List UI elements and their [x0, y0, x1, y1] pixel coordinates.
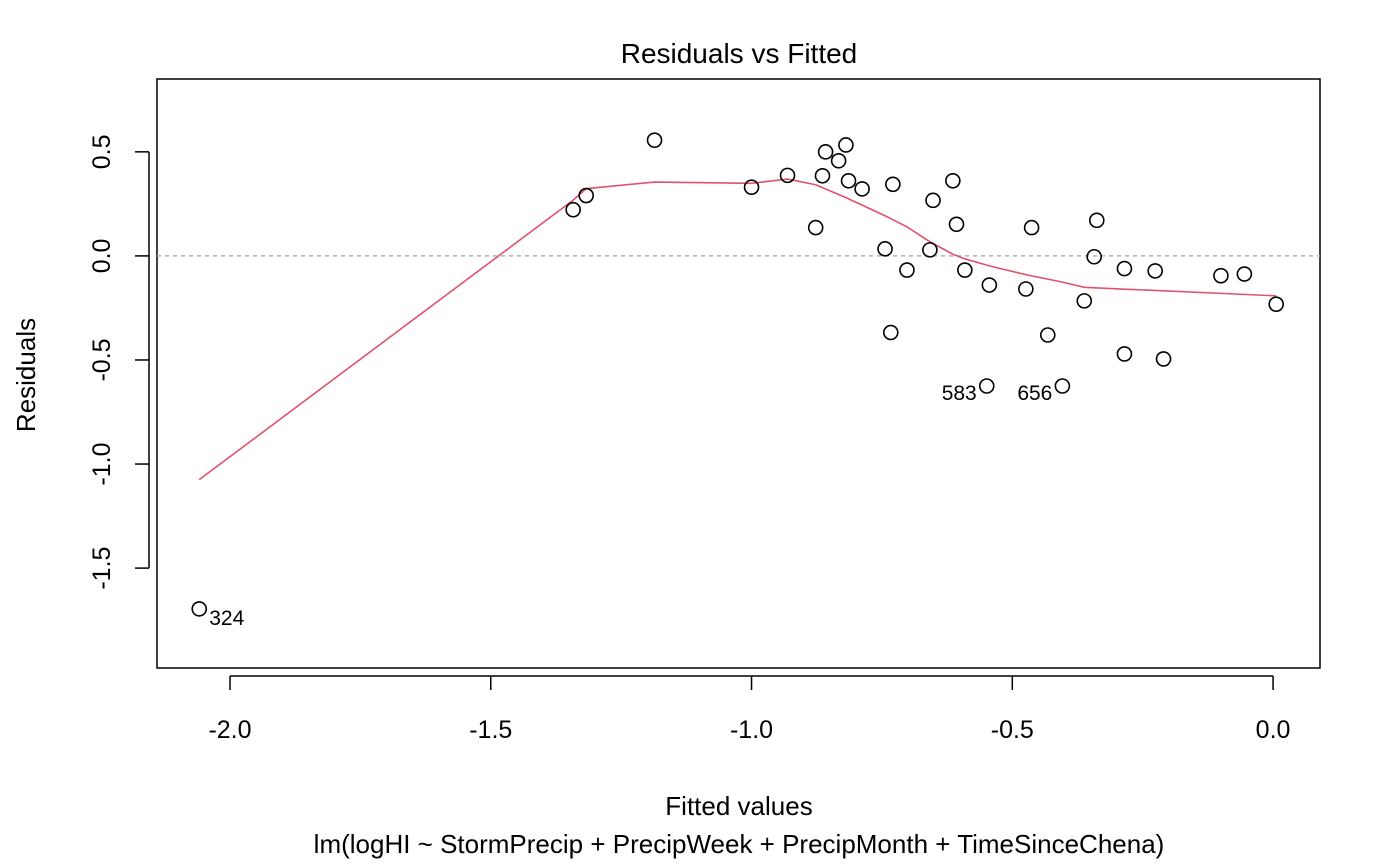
data-point — [922, 242, 938, 258]
point-label: 656 — [1017, 382, 1052, 405]
data-point — [981, 277, 998, 293]
data-point — [854, 181, 870, 197]
data-point — [885, 176, 901, 193]
data-point — [1076, 293, 1093, 309]
model-formula-subtitle: lm(logHI ~ StormPrecip + PrecipWeek + Pr… — [314, 829, 1165, 859]
data-point — [1236, 266, 1253, 282]
y-tick-label: 0.0 — [88, 239, 116, 274]
point-label: 583 — [942, 382, 977, 405]
x-tick-label: -1.5 — [469, 716, 512, 744]
smooth-trend-line — [198, 178, 1277, 481]
data-point — [948, 216, 965, 233]
data-point — [817, 144, 834, 160]
data-point — [779, 167, 796, 184]
data-point — [899, 262, 915, 278]
data-point — [814, 167, 831, 184]
data-point — [646, 132, 663, 148]
data-point — [1116, 260, 1133, 277]
x-tick-label: -1.0 — [730, 716, 773, 744]
data-point — [1147, 263, 1163, 279]
data-point — [1155, 351, 1172, 367]
data-point — [1039, 327, 1056, 343]
data-point — [1268, 296, 1284, 312]
y-axis-label: Residuals — [11, 318, 41, 432]
data-point — [743, 179, 760, 196]
data-point — [1088, 212, 1105, 229]
data-point — [1116, 346, 1133, 362]
data-point — [807, 219, 824, 236]
y-tick-label: 0.5 — [88, 134, 116, 169]
data-point — [1054, 378, 1071, 394]
x-axis: -2.0 -1.5 -1.0 -0.5 0.0 — [208, 675, 1291, 744]
data-point — [838, 137, 854, 153]
data-point — [191, 601, 208, 617]
x-tick-label: 0.0 — [1256, 716, 1291, 744]
data-point — [1213, 267, 1229, 284]
chart-title: Residuals vs Fitted — [621, 38, 858, 69]
data-point — [925, 192, 941, 209]
data-points — [191, 132, 1284, 617]
data-point — [1086, 248, 1102, 265]
point-label: 324 — [209, 607, 244, 630]
data-point — [945, 172, 961, 189]
data-point — [882, 324, 899, 341]
data-point — [978, 378, 995, 394]
point-labels: 324 583 656 — [209, 382, 1052, 630]
y-tick-label: -1.5 — [88, 547, 116, 590]
data-point — [578, 187, 595, 204]
data-point — [830, 152, 847, 169]
y-tick-label: -1.0 — [88, 442, 116, 485]
data-point — [877, 241, 893, 257]
data-point — [1023, 219, 1040, 236]
data-point — [957, 262, 973, 278]
data-point — [840, 172, 857, 189]
y-tick-label: -0.5 — [88, 338, 116, 381]
y-axis: -1.5 -1.0 -0.5 0.0 0.5 — [88, 134, 150, 590]
plot-frame — [156, 78, 1321, 669]
data-point — [565, 201, 581, 218]
data-point — [1018, 281, 1034, 297]
x-axis-label: Fitted values — [665, 791, 812, 821]
x-tick-label: -0.5 — [991, 716, 1034, 744]
x-tick-label: -2.0 — [208, 716, 251, 744]
